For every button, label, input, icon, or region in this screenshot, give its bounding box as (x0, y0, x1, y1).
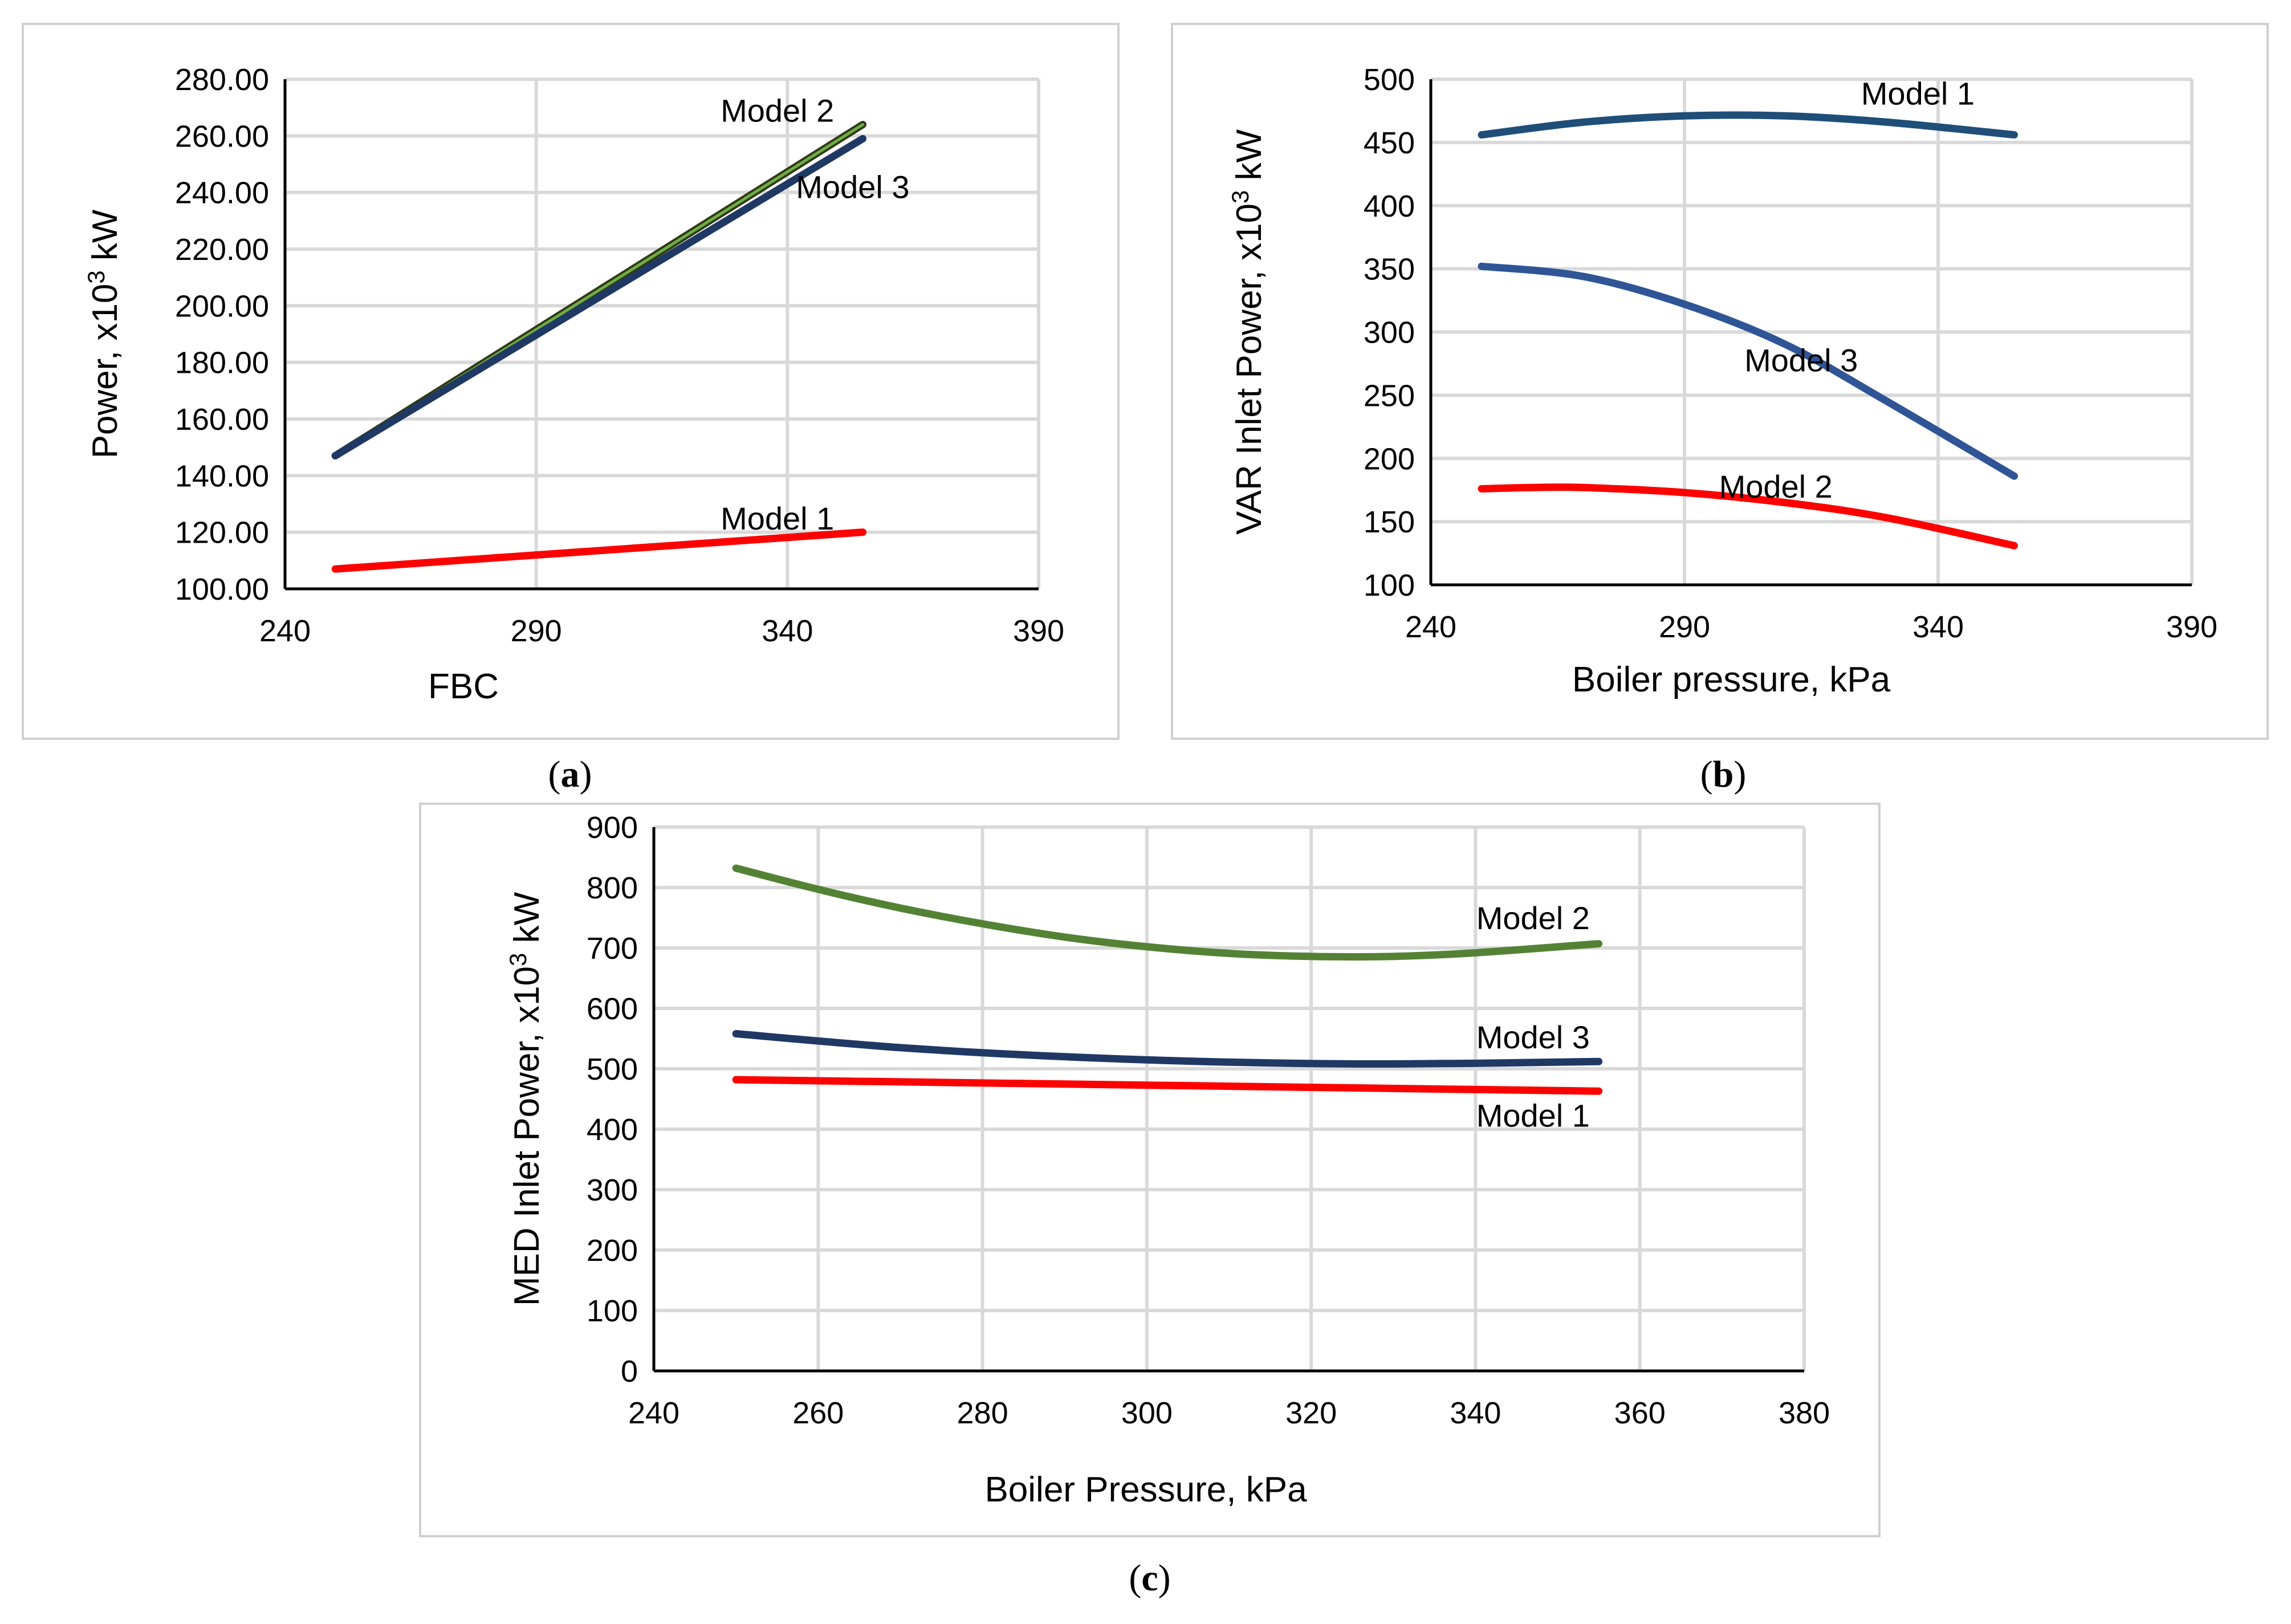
x-axis-label: Boiler Pressure, kPa (984, 1470, 1307, 1509)
x-tick-label: 360 (1614, 1396, 1666, 1430)
series-line-model-1 (732, 1076, 1603, 1095)
y-tick-label: 800 (587, 871, 638, 905)
series-line-model-3 (1478, 262, 2018, 480)
y-tick-label: 200 (1364, 442, 1415, 476)
series-annotation: Model 2 (1719, 469, 1833, 504)
caption-b: (b) (1700, 754, 1747, 795)
y-tick-label: 280.00 (175, 63, 269, 97)
y-tick-label: 300 (587, 1173, 638, 1207)
y-tick-label: 600 (587, 992, 638, 1026)
chart-a: 100.00 120.00 140.00 160.00 180.00 200.00 220.… (83, 63, 1064, 706)
x-tick-label: 390 (2166, 610, 2217, 644)
y-tick-label: 180.00 (175, 346, 269, 380)
x-tick-label: 380 (1779, 1396, 1830, 1430)
series-line-model-1 (1478, 111, 2018, 139)
y-tick-label: 350 (1364, 253, 1415, 287)
y-tick-label: 0 (621, 1354, 638, 1389)
y-tick-label: 100.00 (175, 572, 269, 607)
x-axis-label: FBC (428, 667, 499, 706)
y-tick-label: 500 (587, 1052, 638, 1086)
series-annotation: Model 2 (1476, 900, 1590, 936)
x-axis-label: Boiler pressure, kPa (1572, 660, 1891, 699)
y-tick-label: 100 (587, 1294, 638, 1328)
chart-c: 0 100 200 300 400 500 600 700 800 900 240 260 280 300… (504, 811, 1830, 1509)
series-annotation: Model 3 (796, 169, 909, 205)
series-annotation: Model 3 (1744, 342, 1858, 378)
y-tick-label: 100 (1364, 568, 1415, 603)
y-tick-label: 140.00 (175, 459, 269, 493)
y-tick-label: 450 (1364, 126, 1415, 160)
series-annotation: Model 3 (1476, 1019, 1590, 1055)
x-tick-label: 290 (511, 614, 562, 648)
y-tick-label: 240.00 (175, 176, 269, 210)
y-tick-label: 200 (587, 1234, 638, 1268)
x-tick-label: 240 (259, 614, 311, 648)
y-tick-label: 700 (587, 931, 638, 966)
x-tick-label: 290 (1659, 610, 1710, 644)
x-tick-label: 240 (628, 1396, 679, 1430)
y-tick-label: 400 (587, 1113, 638, 1147)
y-tick-label: 120.00 (175, 516, 269, 550)
x-tick-label: 340 (1450, 1396, 1501, 1430)
y-axis-label: MED Inlet Power, x103 kW (504, 892, 547, 1306)
chart-b: 100 150 200 250 300 350 400 450 500 240 290 340 390 B… (1227, 63, 2217, 699)
caption-a: (a) (548, 754, 592, 795)
series-line-model-3 (331, 135, 867, 460)
y-tick-label: 160.00 (175, 402, 269, 437)
y-tick-label: 220.00 (175, 233, 269, 267)
x-tick-label: 240 (1405, 610, 1456, 644)
y-tick-label: 500 (1364, 63, 1415, 97)
series-annotation: Model 1 (721, 500, 834, 536)
caption-c: (c) (1129, 1557, 1170, 1599)
y-tick-label: 300 (1364, 316, 1415, 350)
y-tick-label: 250 (1364, 378, 1415, 413)
series-line-model-1 (331, 528, 867, 573)
y-axis-label: VAR Inlet Power, x103 kW (1227, 129, 1269, 535)
y-tick-label: 200.00 (175, 289, 269, 323)
x-tick-label: 340 (1912, 610, 1964, 644)
x-tick-label: 390 (1013, 614, 1064, 648)
x-tick-label: 260 (792, 1396, 844, 1430)
panel-b-frame (1171, 23, 2269, 740)
series-line-model-2 (732, 864, 1603, 961)
x-tick-label: 280 (957, 1396, 1008, 1430)
series-line-model-3 (732, 1030, 1603, 1068)
panel-c-frame (419, 803, 1881, 1537)
x-tick-label: 300 (1121, 1396, 1173, 1430)
y-axis-label: Power, x103 kW (83, 209, 125, 458)
panel-a-frame (22, 23, 1120, 740)
series-line-model-2 (1478, 483, 2018, 550)
x-tick-label: 320 (1285, 1396, 1337, 1430)
y-tick-label: 900 (587, 811, 638, 845)
y-tick-label: 260.00 (175, 119, 269, 153)
series-annotation: Model 1 (1476, 1098, 1590, 1134)
y-tick-label: 150 (1364, 505, 1415, 539)
x-tick-label: 340 (762, 614, 813, 648)
y-tick-label: 400 (1364, 189, 1415, 223)
series-annotation: Model 1 (1861, 75, 1975, 111)
series-annotation: Model 2 (721, 93, 834, 129)
